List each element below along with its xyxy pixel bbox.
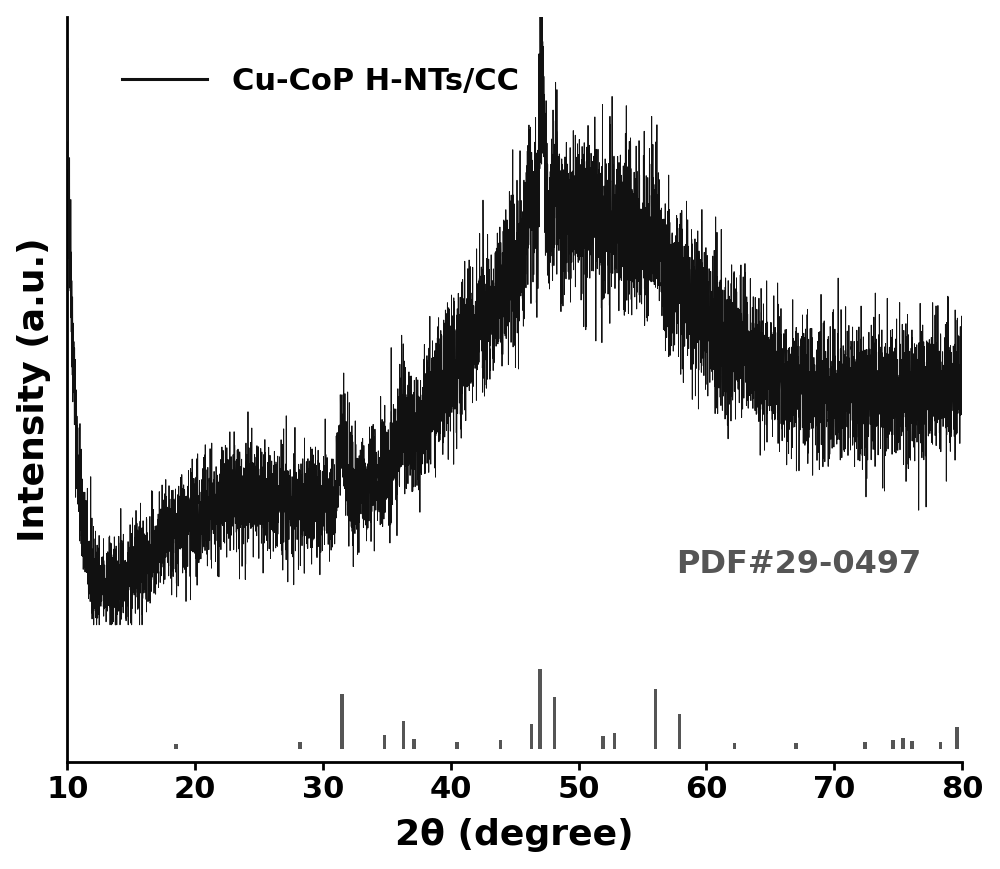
X-axis label: 2θ (degree): 2θ (degree) xyxy=(395,819,634,852)
Bar xyxy=(601,736,605,749)
Bar xyxy=(412,739,416,749)
Bar xyxy=(340,694,344,749)
Bar xyxy=(174,744,178,749)
Bar xyxy=(530,724,533,749)
Bar xyxy=(553,697,556,749)
Bar xyxy=(654,689,657,749)
Legend: Cu-CoP H-NTs/CC: Cu-CoP H-NTs/CC xyxy=(109,54,531,108)
Text: PDF#29-0497: PDF#29-0497 xyxy=(676,549,921,580)
Y-axis label: Intensity (a.u.): Intensity (a.u.) xyxy=(17,237,51,541)
Bar xyxy=(901,738,905,749)
Bar xyxy=(939,742,942,749)
Bar xyxy=(794,743,798,749)
Bar xyxy=(891,740,895,749)
Bar xyxy=(733,743,736,749)
Bar xyxy=(955,727,959,749)
Bar xyxy=(298,742,302,749)
Bar xyxy=(538,669,542,749)
Bar xyxy=(910,741,914,749)
Bar xyxy=(383,735,386,749)
Bar xyxy=(863,742,867,749)
Bar xyxy=(499,740,502,749)
Bar xyxy=(678,714,681,749)
Bar xyxy=(455,742,459,749)
Bar xyxy=(402,721,405,749)
Bar xyxy=(613,733,616,749)
